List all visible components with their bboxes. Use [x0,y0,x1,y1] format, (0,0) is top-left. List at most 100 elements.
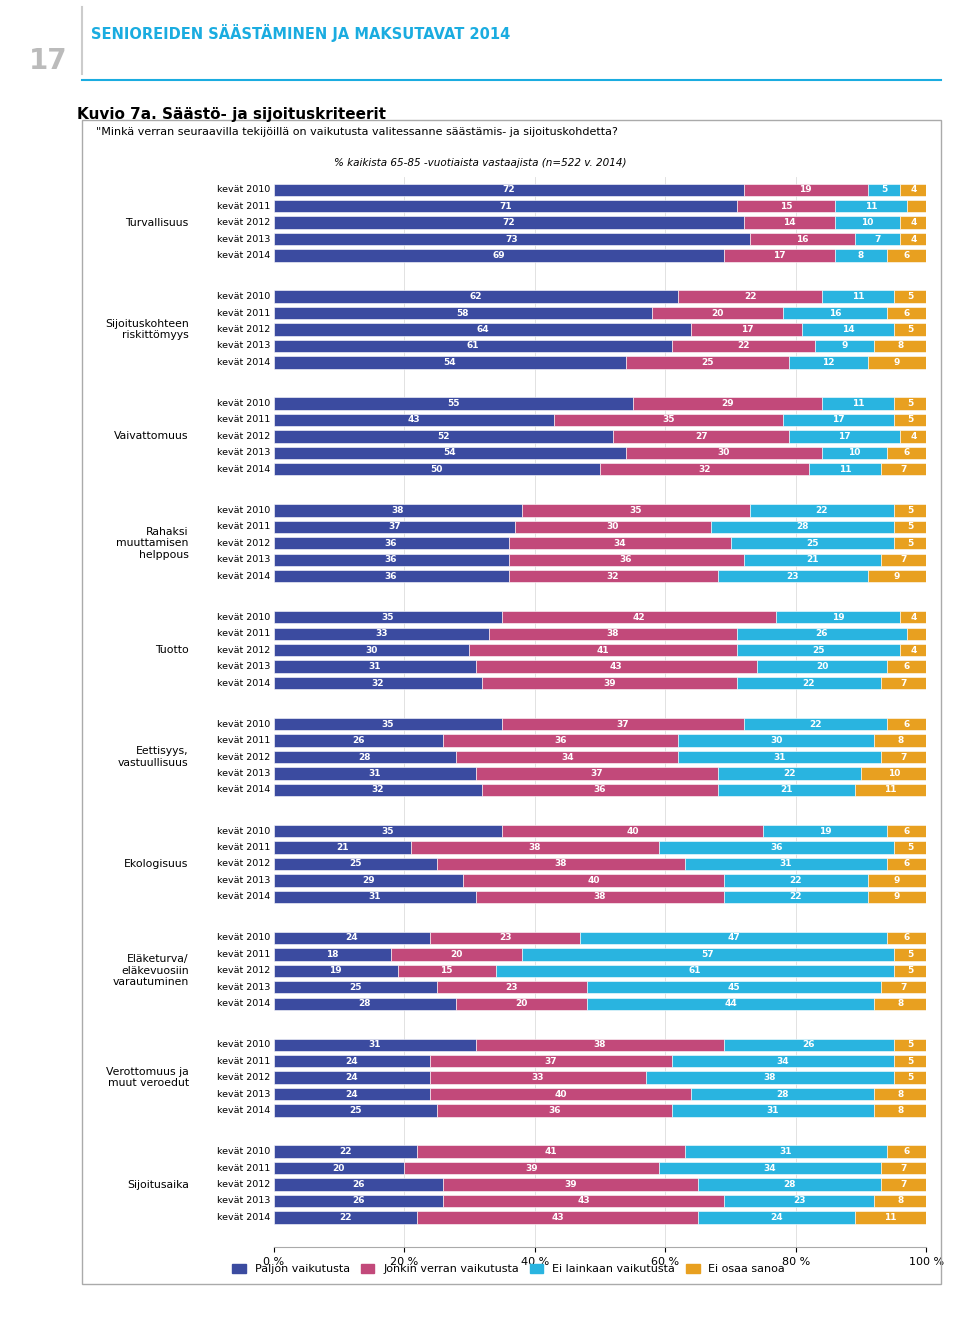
Bar [274,1179,444,1191]
Bar [698,1211,854,1223]
Text: kevät 2012: kevät 2012 [217,966,271,975]
Text: kevät 2014: kevät 2014 [217,252,271,260]
Text: 6: 6 [903,827,910,835]
Bar [274,751,456,763]
Bar [835,217,900,229]
Text: 14: 14 [842,325,854,334]
Text: kevät 2010: kevät 2010 [217,827,271,835]
Bar [894,949,926,961]
Bar [782,306,887,320]
Bar [684,858,887,870]
Text: 25: 25 [348,859,362,868]
Bar [274,931,430,945]
Bar [724,1195,875,1207]
Text: kevät 2014: kevät 2014 [217,1107,271,1115]
Bar [880,981,926,993]
Bar [274,1088,430,1100]
Bar [444,1179,698,1191]
Text: 16: 16 [796,234,808,244]
Bar [274,858,437,870]
Text: 11: 11 [865,202,877,210]
Bar [737,628,907,640]
Text: 4: 4 [910,613,917,622]
Bar [894,520,926,533]
Bar [274,217,744,229]
Text: 25: 25 [348,1107,362,1115]
Bar [659,1161,880,1175]
Bar [476,891,724,903]
Text: Rahaksi
muuttamisen
helppous: Rahaksi muuttamisen helppous [116,527,189,559]
Text: 6: 6 [903,1147,910,1156]
Bar [274,677,483,689]
Text: kevät 2013: kevät 2013 [217,876,271,884]
Text: 28: 28 [777,1089,789,1098]
Bar [672,1056,894,1068]
Text: 50: 50 [431,464,443,474]
Text: 34: 34 [777,1057,789,1065]
Bar [887,661,926,673]
Text: Tuotto: Tuotto [155,645,189,656]
Bar [880,554,926,566]
Bar [476,767,717,780]
Bar [456,998,587,1010]
Bar [737,677,880,689]
Text: 31: 31 [780,859,792,868]
Bar [476,1038,724,1050]
Bar [652,306,782,320]
Bar [509,537,731,550]
Bar [887,306,926,320]
Text: 26: 26 [816,629,828,638]
Bar [894,504,926,516]
Text: 54: 54 [444,448,456,458]
Bar [717,570,868,582]
Text: 31: 31 [767,1107,780,1115]
Text: 5: 5 [907,506,913,515]
Bar [437,981,587,993]
Bar [600,463,809,475]
Text: 26: 26 [352,1180,365,1189]
Text: 5: 5 [907,539,913,547]
Text: kevät 2013: kevät 2013 [217,982,271,991]
Bar [679,735,875,747]
Text: 25: 25 [348,982,362,991]
Bar [868,874,926,887]
Text: 43: 43 [577,1196,590,1206]
Text: 6: 6 [903,934,910,942]
Bar [887,719,926,731]
Bar [894,842,926,854]
Bar [274,340,672,352]
Bar [509,570,717,582]
Text: 11: 11 [884,1214,897,1222]
Text: 32: 32 [698,464,710,474]
Bar [430,1088,691,1100]
Text: 12: 12 [822,359,835,367]
Text: Vaivattomuus: Vaivattomuus [114,431,189,442]
Bar [444,735,679,747]
Text: 8: 8 [898,999,903,1008]
Text: kevät 2013: kevät 2013 [217,555,271,565]
Bar [274,784,483,796]
Text: 25: 25 [812,646,825,654]
Text: 17: 17 [838,432,852,442]
Bar [679,751,880,763]
Text: 69: 69 [492,252,505,260]
Text: 7: 7 [875,234,880,244]
Text: kevät 2013: kevät 2013 [217,448,271,458]
Text: 30: 30 [607,522,619,531]
Legend: Paljon vaikutusta, Jonkin verran vaikutusta, Ei lainkaan vaikutusta, Ei osaa san: Paljon vaikutusta, Jonkin verran vaikutu… [228,1259,790,1279]
Bar [894,324,926,336]
Text: kevät 2014: kevät 2014 [217,571,271,581]
Text: 6: 6 [903,448,910,458]
Bar [835,249,887,262]
Text: 9: 9 [894,876,900,884]
Text: 24: 24 [770,1214,782,1222]
Text: 17: 17 [832,416,845,424]
Bar [900,233,926,245]
Bar [502,611,777,624]
Bar [274,874,463,887]
Bar [274,628,489,640]
Text: 31: 31 [773,752,786,761]
Text: 40: 40 [626,827,639,835]
Bar [880,751,926,763]
Bar [854,784,926,796]
